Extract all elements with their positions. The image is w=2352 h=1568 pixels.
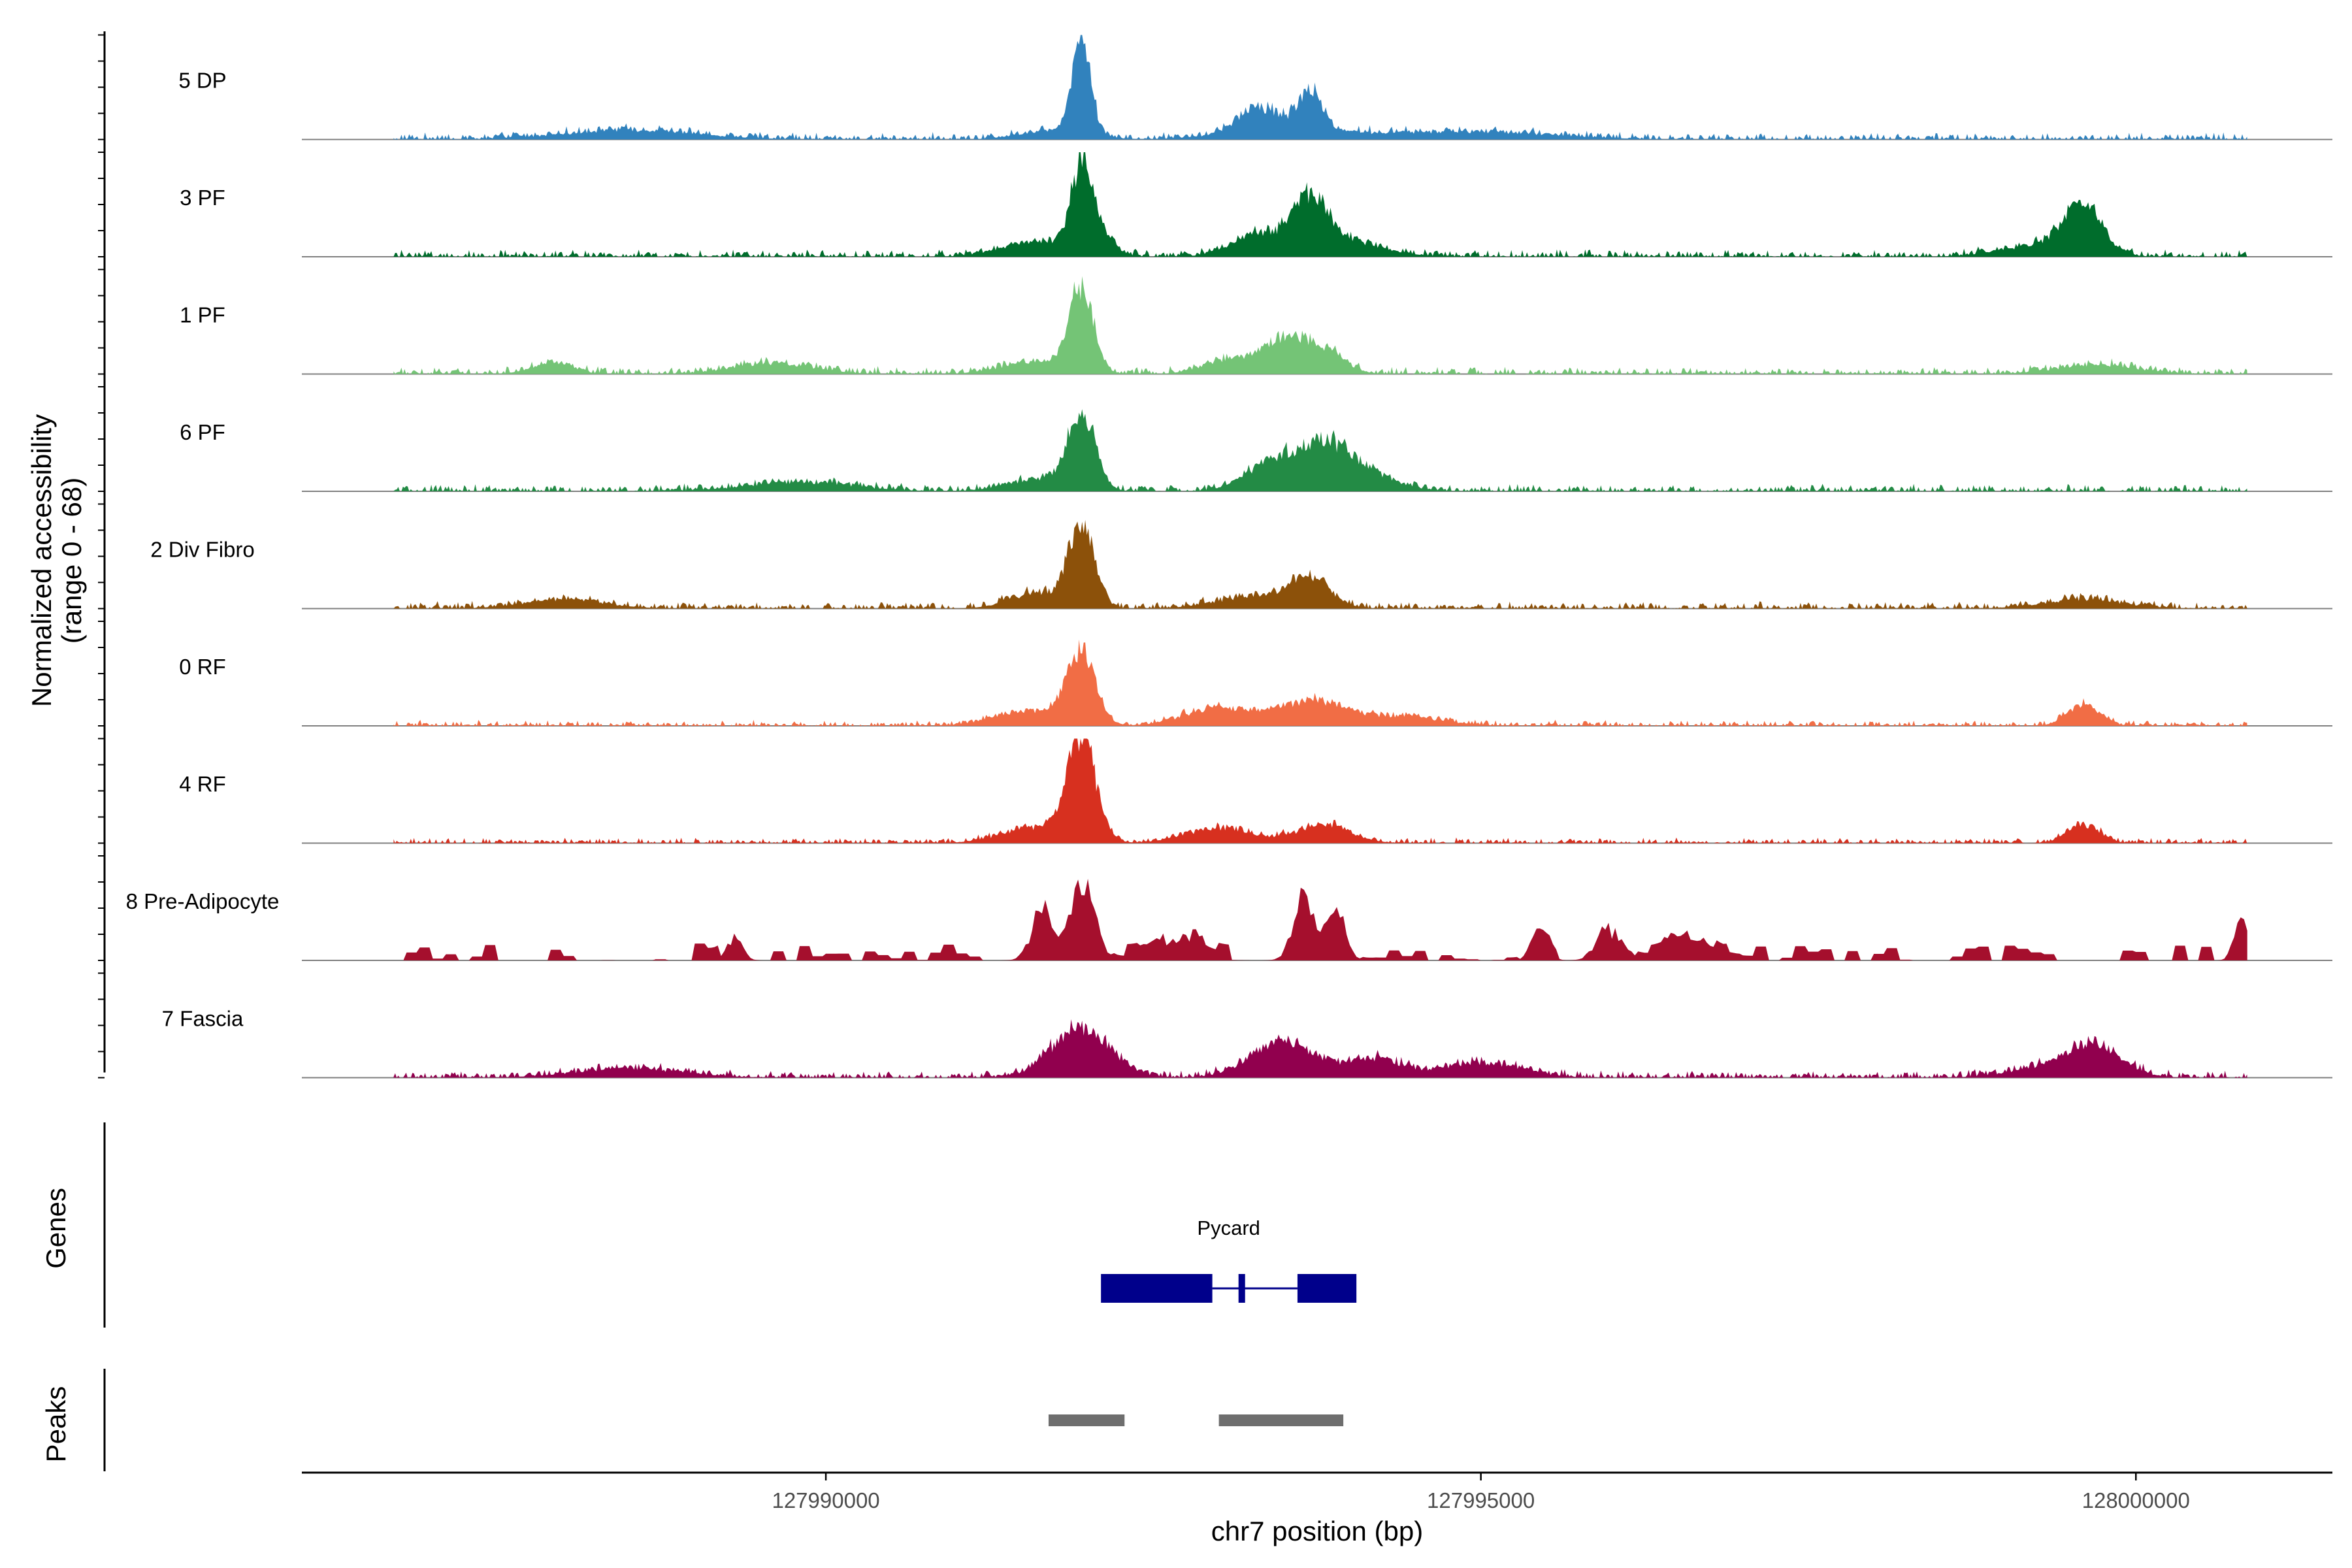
y-axis-range-label: (range 0 - 68): [56, 478, 87, 644]
gene-pycard: Pycard: [1101, 1217, 1357, 1303]
gene-label: Pycard: [1197, 1217, 1260, 1239]
track-label: 1 PF: [180, 303, 225, 327]
x-axis-tick-label: 127990000: [772, 1488, 879, 1512]
coverage-tracks: 5 DP 3 PF 1 PF 6 PF 2 Div Fibro 0 RF 4 RF 8 Pre…: [126, 35, 2332, 1079]
peaks-track: [103, 1369, 1344, 1471]
peak-region: [1218, 1414, 1344, 1426]
track-4-rf: 4 RF: [179, 738, 2332, 844]
track-0-rf: 0 RF: [179, 639, 2332, 727]
coverage-area-8-pre-adipocyte: [393, 879, 2247, 960]
coverage-area-4-rf: [393, 738, 2247, 843]
x-axis-tick-label: 128000000: [2082, 1488, 2190, 1512]
track-label: 7 Fascia: [162, 1007, 244, 1031]
y-axis-title: Normalized accessibility: [26, 414, 57, 707]
track-label: 0 RF: [179, 655, 226, 679]
peak-region: [1048, 1414, 1125, 1426]
track-5-dp: 5 DP: [178, 35, 2332, 140]
genes-track-label: Genes: [41, 1188, 71, 1269]
genes-track: Pycard: [103, 1122, 1357, 1328]
coverage-area-7-fascia: [393, 1019, 2247, 1078]
peaks-track-label: Peaks: [41, 1386, 71, 1463]
track-label: 8 Pre-Adipocyte: [126, 889, 280, 913]
coverage-area-2-div-fibro: [393, 519, 2247, 609]
coverage-area-1-pf: [393, 276, 2247, 374]
coverage-area-5-dp: [393, 35, 2247, 140]
gene-exon: [1101, 1274, 1213, 1303]
x-axis-title: chr7 position (bp): [1211, 1516, 1424, 1546]
track-label: 2 Div Fibro: [150, 538, 255, 562]
x-axis: 127990000 127995000 128000000: [302, 1471, 2332, 1512]
track-label: 5 DP: [178, 69, 226, 93]
coverage-area-6-pf: [393, 409, 2247, 491]
track-label: 4 RF: [179, 772, 226, 796]
coverage-area-3-pf: [393, 152, 2247, 257]
track-8-pre-adipocyte: 8 Pre-Adipocyte: [126, 879, 2332, 961]
accessibility-axis: [98, 31, 106, 1079]
track-label: 3 PF: [180, 186, 225, 210]
gene-exon: [1297, 1274, 1357, 1303]
track-6-pf: 6 PF: [180, 409, 2332, 492]
gene-exon: [1238, 1274, 1245, 1303]
x-axis-tick-label: 127995000: [1427, 1488, 1535, 1512]
track-1-pf: 1 PF: [180, 276, 2332, 375]
track-label: 6 PF: [180, 420, 225, 444]
track-3-pf: 3 PF: [180, 152, 2332, 257]
coverage-area-0-rf: [393, 639, 2247, 726]
track-2-div-fibro: 2 Div Fibro: [150, 519, 2332, 610]
track-7-fascia: 7 Fascia: [162, 1007, 2332, 1079]
